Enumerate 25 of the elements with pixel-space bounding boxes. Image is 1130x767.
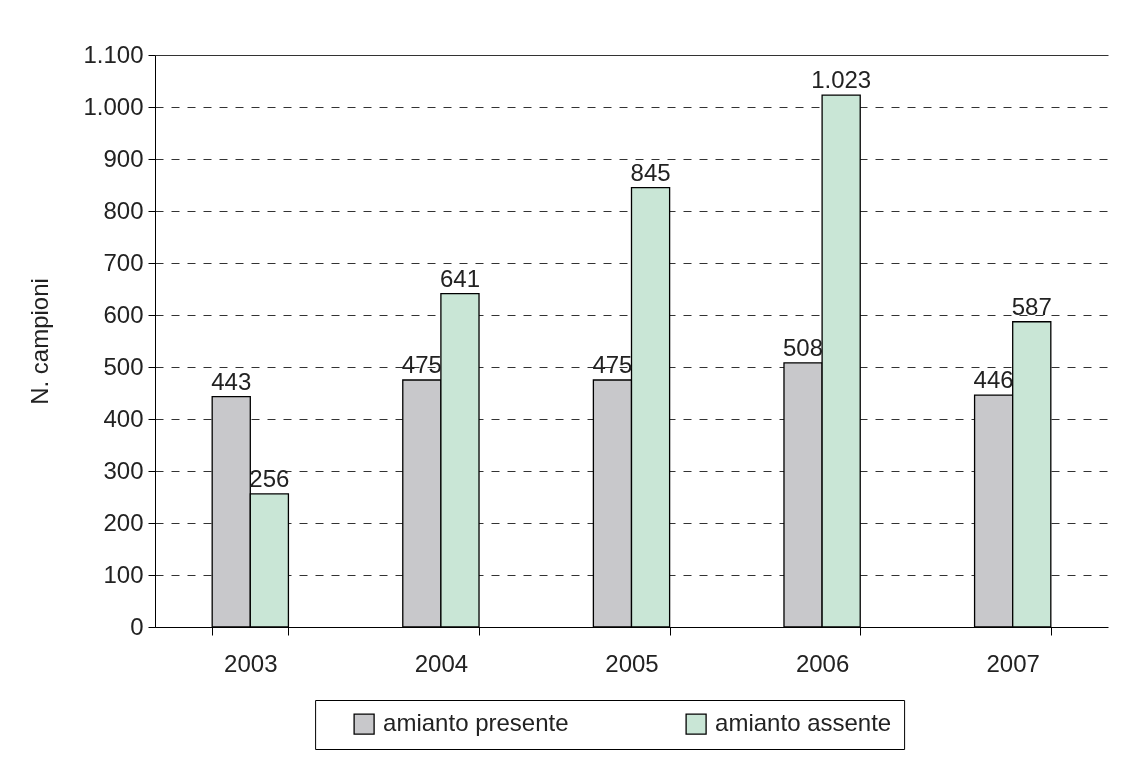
y-tick-label: 900 bbox=[103, 144, 144, 172]
y-tick-label: 1.100 bbox=[83, 40, 144, 68]
y-tick-label: 200 bbox=[103, 508, 144, 536]
y-tick-label: 0 bbox=[130, 612, 144, 640]
y-tick-label: 800 bbox=[103, 196, 144, 224]
data-label: 1.023 bbox=[811, 66, 872, 94]
data-label: 641 bbox=[439, 264, 480, 292]
y-tick-label: 700 bbox=[103, 248, 144, 276]
x-tick-label: 2007 bbox=[986, 649, 1040, 677]
y-tick-label: 100 bbox=[103, 560, 144, 588]
y-tick-label: 300 bbox=[103, 456, 144, 484]
x-tick-label: 2005 bbox=[605, 649, 659, 677]
y-tick-label: 500 bbox=[103, 352, 144, 380]
x-tick-label: 2003 bbox=[224, 649, 278, 677]
data-label: 845 bbox=[630, 158, 671, 186]
data-label: 443 bbox=[211, 367, 252, 395]
y-tick-label: 1.000 bbox=[83, 92, 144, 120]
y-axis-title: N. campioni bbox=[26, 278, 54, 405]
x-tick-label: 2006 bbox=[795, 649, 850, 677]
data-label: 587 bbox=[1011, 292, 1052, 320]
x-tick-label: 2004 bbox=[414, 649, 469, 677]
y-tick-label: 400 bbox=[103, 404, 144, 432]
y-tick-label: 600 bbox=[103, 300, 144, 328]
legend-label: amianto assente bbox=[715, 709, 892, 737]
legend-label: amianto presente bbox=[383, 709, 569, 737]
